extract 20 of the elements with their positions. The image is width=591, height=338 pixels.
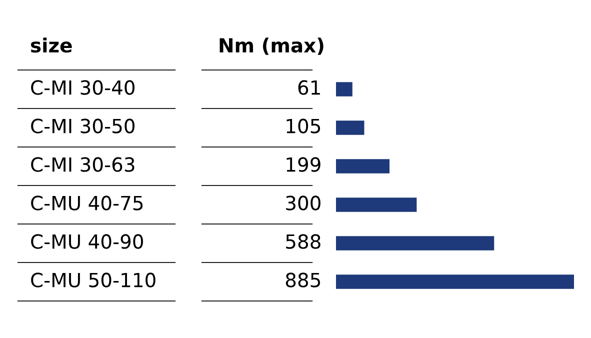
x-axis-title: Nm (max) <box>220 38 324 55</box>
y-tick-label: C-MI 30-63 <box>31 157 134 172</box>
bar <box>336 274 574 289</box>
bar <box>336 82 352 96</box>
bar <box>336 198 417 212</box>
bar <box>336 120 364 135</box>
y-tick-label: C-MI 30-50 <box>31 118 134 134</box>
y-tick-label: C-MU 40-90 <box>31 234 143 249</box>
data-label: 588 <box>286 234 320 249</box>
y-tick-label: C-MU 40-75 <box>31 196 143 210</box>
y-tick-label: C-MI 30-40 <box>31 80 134 95</box>
data-label: 105 <box>286 118 320 134</box>
data-label: 199 <box>286 157 320 172</box>
y-axis-title: size <box>31 38 72 53</box>
data-label: 885 <box>286 272 320 288</box>
bar <box>336 159 390 174</box>
y-tick-label: C-MU 50-110 <box>31 272 156 288</box>
bar <box>336 236 494 250</box>
data-label: 61 <box>298 80 320 95</box>
data-label: 300 <box>286 196 320 210</box>
